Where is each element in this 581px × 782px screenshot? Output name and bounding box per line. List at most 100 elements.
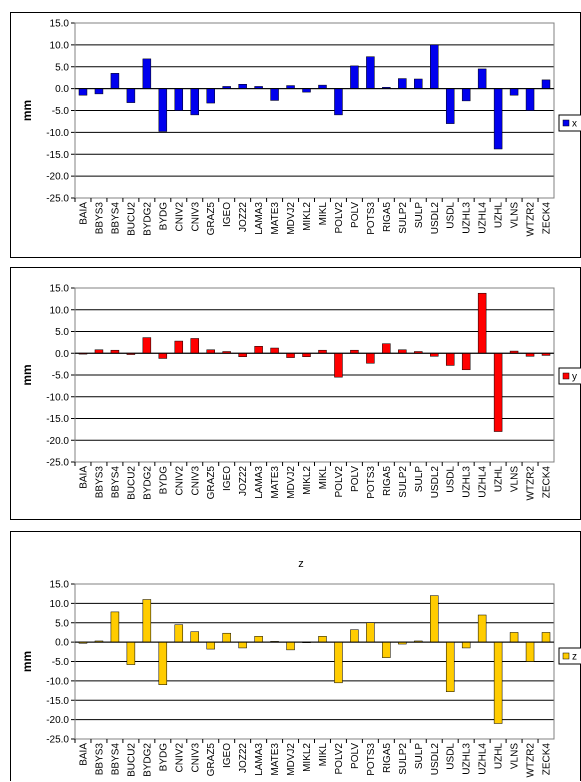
bar-bbys3	[94, 88, 104, 95]
bar-cniv2	[174, 340, 184, 354]
x-tick-label: BAIA	[78, 466, 89, 489]
y-tick-label: -20.0	[46, 172, 69, 183]
bar-uzhl3	[461, 88, 471, 102]
bar-pots3	[366, 56, 375, 89]
bar-mikl2	[302, 88, 311, 93]
x-tick-label: POLV2	[334, 466, 345, 498]
chart-z: z 15.0 10.0 5.0 0.0 -5.0 -10.0 -15.0 -20.0 -25.0 m…	[20, 558, 581, 777]
legend-swatch	[562, 652, 570, 660]
legend-box	[558, 114, 581, 132]
bar-mdvj2	[286, 353, 295, 358]
x-tick-label: BBYS4	[110, 466, 121, 499]
bar-wtzr2	[525, 641, 535, 662]
x-tick-label: RIGA5	[382, 743, 393, 773]
bar-usdl2	[430, 595, 439, 643]
x-tick-label: CNIV3	[190, 202, 201, 232]
bar-bydg2	[142, 58, 152, 89]
y-tick-label: -15.0	[46, 696, 69, 707]
bar-cniv2	[174, 624, 184, 643]
y-tick-label: -25.0	[46, 458, 69, 469]
x-tick-label: MDVJ2	[286, 466, 297, 499]
x-tick-label: UZHL4	[478, 743, 489, 775]
x-tick-label: MATE3	[270, 466, 281, 499]
bar-usdl	[445, 88, 455, 124]
y-tick-label: 5.0	[55, 327, 69, 338]
x-tick-label: LAMA3	[254, 202, 265, 235]
x-tick-label: MATE3	[270, 202, 281, 235]
bar-bbys4	[110, 611, 120, 643]
y-tick-label: -15.0	[46, 414, 69, 425]
x-tick-label: LAMA3	[254, 466, 265, 499]
bar-cniv2	[174, 88, 184, 111]
x-tick-label: ZECK4	[542, 466, 553, 499]
legend-label: z	[572, 652, 577, 663]
bar-vlns	[509, 632, 519, 643]
bar-mikl	[318, 84, 327, 89]
x-tick-label: MATE3	[270, 743, 281, 776]
x-tick-label: GRAZ5	[206, 202, 217, 236]
bar-bydg2	[142, 337, 152, 354]
bar-uzhl	[493, 88, 503, 150]
x-tick-label: BBYS4	[110, 743, 121, 776]
x-tick-label: VLNS	[510, 202, 521, 228]
bar-uzhl3	[461, 641, 471, 649]
bar-mate3	[270, 347, 279, 354]
bar-baia	[78, 88, 88, 96]
x-tick-label: MIKL2	[302, 202, 313, 231]
x-tick-label: POLV2	[334, 202, 345, 234]
x-tick-label: BYDG	[158, 466, 169, 495]
x-tick-label: UZHL4	[478, 466, 489, 498]
bar-uzhl	[493, 353, 503, 432]
y-tick-label: -10.0	[46, 676, 69, 687]
x-tick-label: POLV	[350, 202, 361, 228]
bar-bucu2	[126, 88, 136, 103]
x-tick-label: MDVJ2	[286, 202, 297, 235]
y-tick-label: -5.0	[52, 106, 70, 117]
x-tick-label: WTZR2	[526, 466, 537, 501]
x-tick-label: CNIV2	[174, 743, 185, 773]
bar-cniv3	[190, 338, 199, 354]
bar-bydg	[158, 641, 168, 685]
x-tick-label: CNIV3	[190, 466, 201, 496]
bar-lama3	[254, 346, 263, 354]
bar-mikl	[318, 636, 327, 643]
x-tick-label: USDL2	[430, 466, 441, 499]
x-tick-label: VLNS	[510, 743, 521, 769]
bar-mdvj2	[286, 641, 295, 651]
bar-vlns	[509, 88, 519, 96]
bar-wtzr2	[525, 88, 535, 111]
y-tick-label: 10.0	[50, 599, 70, 610]
y-tick-label: -15.0	[46, 150, 69, 161]
x-tick-label: USDL	[446, 202, 457, 229]
legend: x	[558, 114, 581, 132]
bar-bydg	[158, 353, 168, 359]
x-tick-label: USDL2	[430, 202, 441, 235]
legend-box	[558, 367, 581, 385]
x-tick-label: GRAZ5	[206, 466, 217, 500]
bar-graz5	[206, 88, 215, 104]
bar-graz5	[206, 349, 215, 354]
bar-bbys3	[94, 349, 104, 354]
x-tick-label: POTS3	[366, 743, 377, 776]
x-tick-label: POLV	[350, 466, 361, 492]
x-tick-label: JOZ22	[238, 466, 249, 496]
bar-uzhl	[493, 641, 503, 724]
y-tick-label: -25.0	[46, 735, 69, 746]
x-tick-label: USDL	[446, 466, 457, 493]
x-tick-label: MIKL2	[302, 466, 313, 495]
x-tick-label: CNIV2	[174, 202, 185, 232]
y-tick-label: -5.0	[52, 371, 70, 382]
x-tick-label: BYDG2	[142, 202, 153, 236]
bar-joz22	[238, 353, 247, 357]
y-tick-label: 5.0	[55, 62, 69, 73]
bar-lama3	[254, 636, 263, 643]
bar-polv2	[334, 641, 343, 684]
x-tick-label: MIKL2	[302, 743, 313, 772]
y-tick-label: 5.0	[55, 618, 69, 629]
x-tick-label: UZHL3	[462, 202, 473, 234]
bar-cniv3	[190, 88, 199, 116]
x-tick-label: RIGA5	[382, 202, 393, 232]
x-tick-label: USDL2	[430, 743, 441, 776]
chart-x: 15.0 10.0 5.0 0.0 -5.0 -10.0 -15.0 -20.0 -25.0 mm…	[20, 19, 581, 236]
y-tick-label: 0.0	[55, 84, 69, 95]
